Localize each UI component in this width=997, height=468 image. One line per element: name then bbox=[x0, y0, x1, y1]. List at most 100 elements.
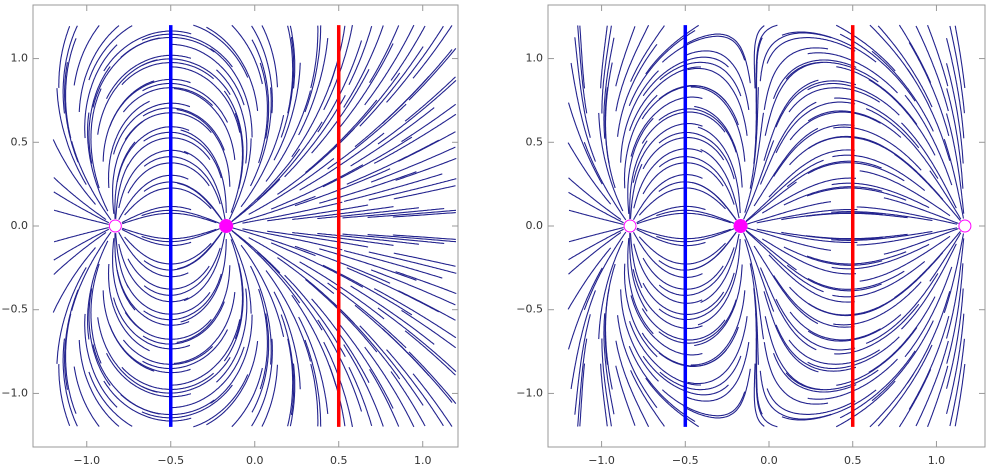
streamline bbox=[877, 25, 933, 108]
streamline bbox=[251, 39, 270, 139]
streamline bbox=[103, 30, 192, 72]
streamline bbox=[84, 44, 118, 139]
streamline bbox=[113, 102, 191, 155]
streamline bbox=[393, 185, 456, 200]
streamline bbox=[258, 288, 268, 390]
streamline bbox=[617, 43, 658, 137]
y-tick-label: −0.5 bbox=[516, 303, 543, 316]
streamline bbox=[746, 227, 832, 251]
streamline bbox=[270, 164, 364, 210]
streamline bbox=[859, 235, 951, 282]
streamline bbox=[73, 366, 100, 427]
streamline bbox=[869, 373, 914, 428]
streamline bbox=[927, 365, 949, 428]
streamline bbox=[183, 150, 226, 220]
x-tick-label: −1.0 bbox=[588, 454, 615, 467]
streamline bbox=[142, 329, 228, 370]
streamline bbox=[412, 25, 453, 79]
streamline bbox=[764, 316, 823, 391]
streamline bbox=[946, 88, 964, 189]
frame bbox=[32, 4, 459, 448]
streamline bbox=[630, 25, 665, 82]
streamline bbox=[332, 72, 401, 151]
streamline bbox=[107, 263, 150, 352]
streamline bbox=[806, 233, 908, 240]
sink-point bbox=[958, 219, 972, 233]
streamline bbox=[745, 181, 797, 223]
streamline bbox=[319, 171, 417, 204]
streamlines bbox=[567, 24, 966, 428]
streamline bbox=[883, 197, 959, 225]
streamline bbox=[359, 46, 424, 127]
streamline bbox=[785, 369, 879, 391]
streamline bbox=[915, 340, 949, 427]
streamline bbox=[337, 43, 394, 130]
streamline bbox=[116, 126, 190, 182]
streamline bbox=[223, 263, 244, 362]
streamline bbox=[337, 322, 394, 409]
streamline bbox=[871, 50, 934, 132]
streamline bbox=[627, 238, 654, 335]
streamline bbox=[369, 25, 400, 83]
streamline bbox=[579, 25, 586, 89]
streamline bbox=[56, 267, 87, 364]
streamline bbox=[831, 182, 930, 209]
streamline bbox=[749, 87, 759, 189]
streamline bbox=[62, 338, 78, 427]
streamline bbox=[658, 108, 737, 153]
streamline bbox=[915, 25, 949, 112]
streamline bbox=[267, 230, 369, 248]
streamline bbox=[684, 50, 750, 110]
streamline bbox=[658, 156, 735, 205]
streamline bbox=[773, 124, 855, 177]
streamline bbox=[299, 132, 385, 191]
streamline bbox=[904, 266, 953, 358]
streamline bbox=[929, 232, 962, 282]
streamline bbox=[839, 33, 916, 102]
streamline bbox=[97, 317, 158, 393]
streamline bbox=[287, 338, 294, 427]
streamline bbox=[658, 131, 735, 180]
x-tick-label: 0.0 bbox=[246, 454, 264, 467]
streamline bbox=[759, 267, 817, 351]
streamline bbox=[642, 56, 729, 97]
streamline bbox=[216, 69, 248, 164]
streamline bbox=[170, 346, 245, 409]
streamline bbox=[142, 107, 225, 151]
streamline bbox=[223, 90, 244, 189]
streamline bbox=[64, 62, 79, 163]
streamline bbox=[103, 380, 192, 422]
streamline bbox=[638, 236, 726, 265]
streamline bbox=[311, 69, 370, 154]
streamline bbox=[763, 291, 819, 373]
streamline bbox=[176, 109, 231, 187]
streamline bbox=[753, 288, 758, 390]
streamline bbox=[604, 263, 616, 365]
streamline bbox=[744, 239, 765, 340]
streamline bbox=[697, 238, 741, 326]
streamline bbox=[869, 24, 914, 79]
streamline bbox=[373, 288, 457, 339]
streamline bbox=[71, 231, 112, 311]
streamline bbox=[633, 231, 703, 278]
streamline bbox=[753, 127, 819, 207]
streamline bbox=[658, 326, 739, 367]
streamline bbox=[785, 61, 879, 83]
streamline bbox=[231, 148, 301, 222]
streamline bbox=[124, 312, 212, 340]
streamline bbox=[659, 61, 742, 97]
streamline bbox=[788, 339, 880, 365]
streamline bbox=[173, 88, 236, 160]
streamline bbox=[954, 25, 966, 89]
streamline bbox=[615, 365, 636, 426]
streamline bbox=[346, 267, 440, 313]
streamline bbox=[350, 107, 435, 167]
streamline bbox=[764, 61, 823, 136]
streamline bbox=[109, 78, 191, 127]
streamline bbox=[348, 366, 373, 427]
streamline bbox=[642, 355, 729, 396]
streamline bbox=[368, 251, 457, 274]
streamline bbox=[806, 212, 908, 219]
streamline bbox=[390, 371, 426, 427]
